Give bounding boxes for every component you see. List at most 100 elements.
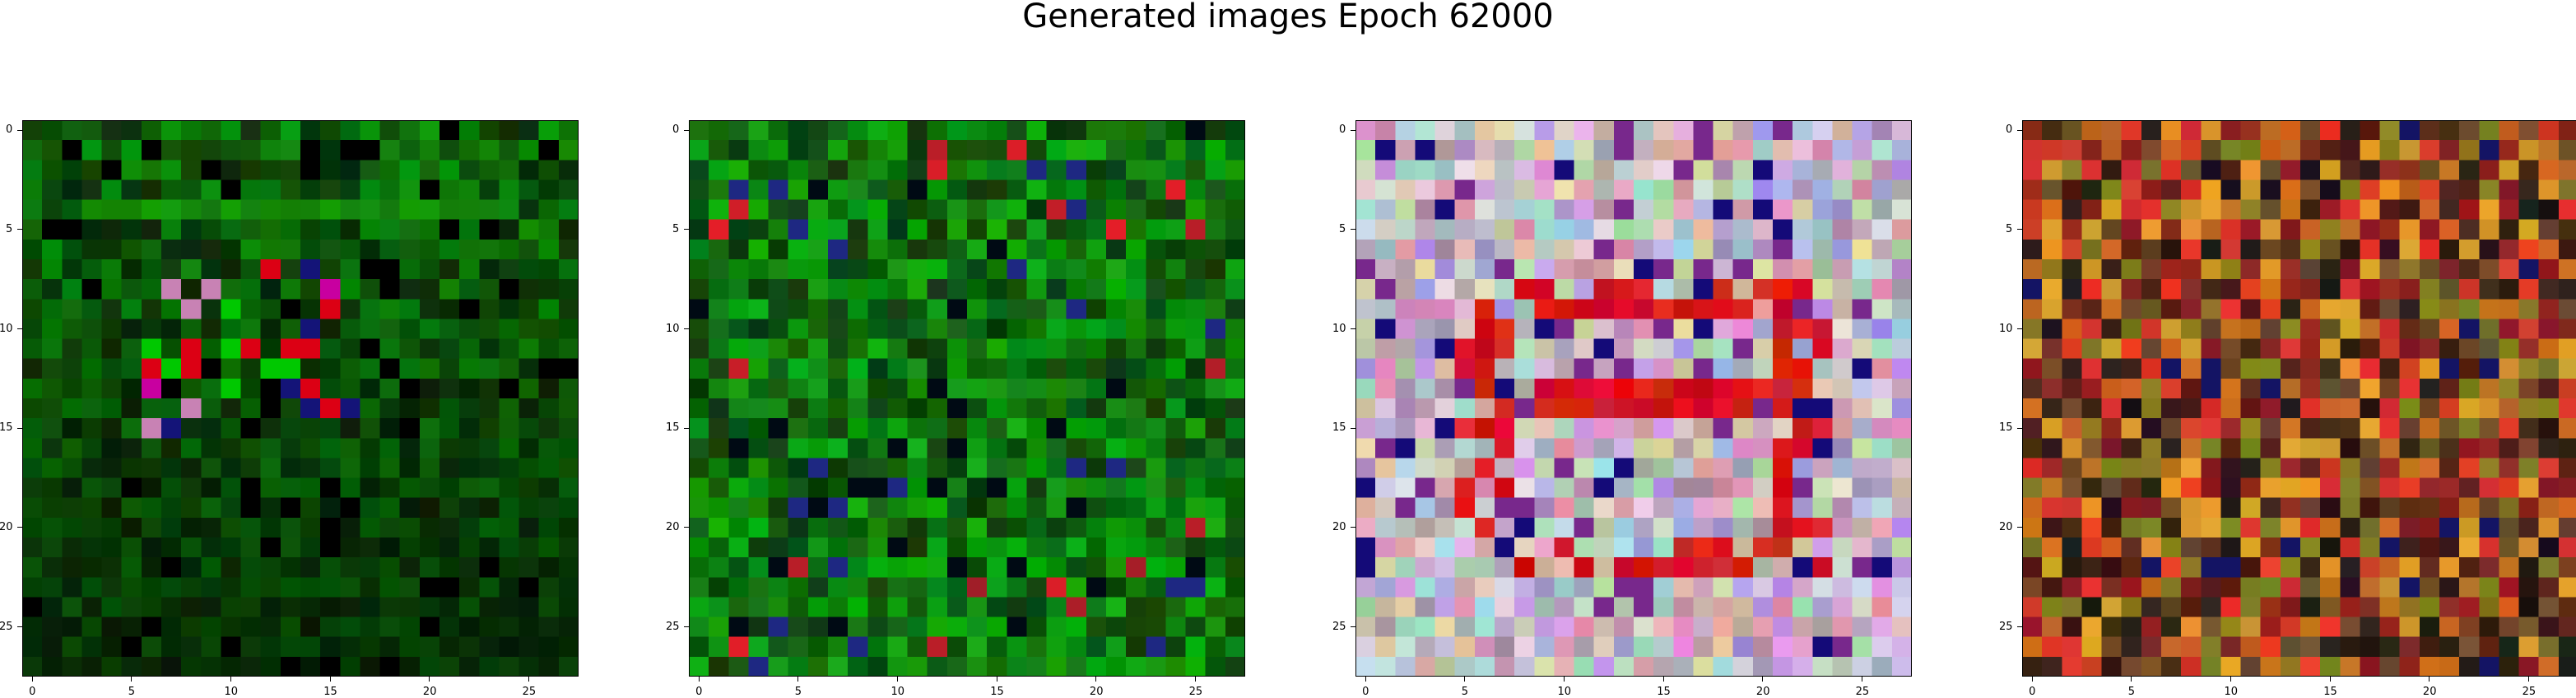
x-tick-label: 20 bbox=[422, 686, 437, 698]
y-tick-label: 15 bbox=[1999, 421, 2013, 435]
x-tick-label: 25 bbox=[522, 686, 537, 698]
y-tick bbox=[2017, 427, 2022, 429]
x-tick bbox=[528, 677, 530, 682]
x-tick-label: 20 bbox=[1755, 686, 1770, 698]
x-tick bbox=[329, 677, 331, 682]
x-tick-label: 10 bbox=[1557, 686, 1572, 698]
y-tick-label: 10 bbox=[1332, 322, 1346, 335]
x-tick-label: 15 bbox=[2323, 686, 2337, 698]
x-tick-label: 10 bbox=[2224, 686, 2239, 698]
y-tick bbox=[2017, 626, 2022, 628]
x-tick-label: 25 bbox=[2522, 686, 2536, 698]
x-tick-label: 5 bbox=[2127, 686, 2136, 698]
x-tick bbox=[2528, 677, 2530, 682]
x-tick bbox=[2131, 677, 2132, 682]
x-tick-label: 10 bbox=[224, 686, 239, 698]
y-tick bbox=[684, 328, 689, 329]
y-tick bbox=[17, 527, 22, 528]
x-tick-label: 25 bbox=[1855, 686, 1870, 698]
y-tick-label: 5 bbox=[1339, 222, 1346, 235]
x-tick bbox=[1365, 677, 1366, 682]
x-tick bbox=[2329, 677, 2331, 682]
y-tick-label: 10 bbox=[666, 322, 680, 335]
x-tick-label: 15 bbox=[1657, 686, 1671, 698]
y-tick bbox=[2017, 129, 2022, 131]
y-tick-label: 5 bbox=[672, 222, 680, 235]
y-tick-label: 20 bbox=[1332, 520, 1346, 533]
y-tick bbox=[684, 129, 689, 131]
x-tick-label: 0 bbox=[1362, 686, 1369, 698]
x-tick-label: 15 bbox=[990, 686, 1004, 698]
x-tick bbox=[1195, 677, 1197, 682]
x-tick bbox=[1662, 677, 1664, 682]
y-tick bbox=[1351, 527, 1355, 528]
x-tick bbox=[1464, 677, 1466, 682]
y-tick-label: 10 bbox=[1999, 322, 2013, 335]
image-panel-2: 0 5 10 15 20 25 0 5 10 15 20 25 bbox=[666, 120, 1245, 697]
x-tick bbox=[2429, 677, 2430, 682]
generated-image bbox=[689, 120, 1245, 677]
x-tick bbox=[131, 677, 133, 682]
y-tick-label: 25 bbox=[1332, 620, 1346, 633]
image-panel-1: 0 5 10 15 20 25 0 5 10 15 20 25 bbox=[0, 120, 579, 697]
y-tick-label: 10 bbox=[0, 322, 13, 335]
y-tick bbox=[17, 229, 22, 230]
y-tick bbox=[17, 626, 22, 628]
x-tick bbox=[2230, 677, 2231, 682]
x-tick-label: 10 bbox=[890, 686, 905, 698]
y-tick-label: 0 bbox=[1339, 123, 1346, 137]
y-tick-label: 20 bbox=[1999, 520, 2013, 533]
y-tick bbox=[1351, 229, 1355, 230]
x-tick-label: 5 bbox=[794, 686, 802, 698]
y-tick bbox=[1351, 129, 1355, 131]
x-tick-label: 0 bbox=[29, 686, 36, 698]
y-tick-label: 15 bbox=[666, 421, 680, 435]
x-tick bbox=[897, 677, 898, 682]
x-tick bbox=[698, 677, 700, 682]
y-tick bbox=[1351, 626, 1355, 628]
x-tick bbox=[1762, 677, 1764, 682]
x-tick bbox=[31, 677, 33, 682]
generated-image bbox=[22, 120, 579, 677]
x-tick bbox=[1095, 677, 1097, 682]
x-tick bbox=[2031, 677, 2033, 682]
y-tick-label: 15 bbox=[1332, 421, 1346, 435]
x-tick-label: 5 bbox=[128, 686, 136, 698]
x-tick bbox=[429, 677, 430, 682]
generated-image bbox=[1355, 120, 1912, 677]
figure-title: Generated images Epoch 62000 bbox=[1022, 0, 1554, 35]
y-tick-label: 25 bbox=[1999, 620, 2013, 633]
y-tick-label: 0 bbox=[672, 123, 680, 137]
y-tick bbox=[2017, 527, 2022, 528]
y-tick bbox=[1351, 328, 1355, 329]
y-tick bbox=[2017, 328, 2022, 329]
x-tick bbox=[797, 677, 799, 682]
y-tick-label: 5 bbox=[6, 222, 13, 235]
y-tick-label: 25 bbox=[0, 620, 13, 633]
x-tick-label: 25 bbox=[1188, 686, 1203, 698]
generated-image bbox=[2022, 120, 2576, 677]
x-tick-label: 5 bbox=[1461, 686, 1469, 698]
y-tick-label: 5 bbox=[2006, 222, 2013, 235]
y-tick-label: 0 bbox=[6, 123, 13, 137]
x-tick bbox=[1564, 677, 1565, 682]
y-tick-label: 25 bbox=[666, 620, 680, 633]
x-tick-label: 20 bbox=[2422, 686, 2437, 698]
y-tick bbox=[684, 626, 689, 628]
y-tick-label: 20 bbox=[0, 520, 13, 533]
y-tick bbox=[684, 427, 689, 429]
image-panel-4: 0 5 10 15 20 25 0 5 10 15 20 25 bbox=[1999, 120, 2576, 697]
y-tick bbox=[684, 229, 689, 230]
x-tick-label: 15 bbox=[323, 686, 337, 698]
y-tick bbox=[1351, 427, 1355, 429]
y-tick-label: 20 bbox=[666, 520, 680, 533]
x-tick-label: 0 bbox=[695, 686, 703, 698]
y-tick-label: 15 bbox=[0, 421, 13, 435]
x-tick-label: 0 bbox=[2029, 686, 2036, 698]
y-tick bbox=[17, 427, 22, 429]
x-tick bbox=[230, 677, 231, 682]
y-tick bbox=[17, 129, 22, 131]
y-tick bbox=[684, 527, 689, 528]
x-tick-label: 20 bbox=[1089, 686, 1104, 698]
image-panel-3: 0 5 10 15 20 25 0 5 10 15 20 25 bbox=[1332, 120, 1912, 697]
